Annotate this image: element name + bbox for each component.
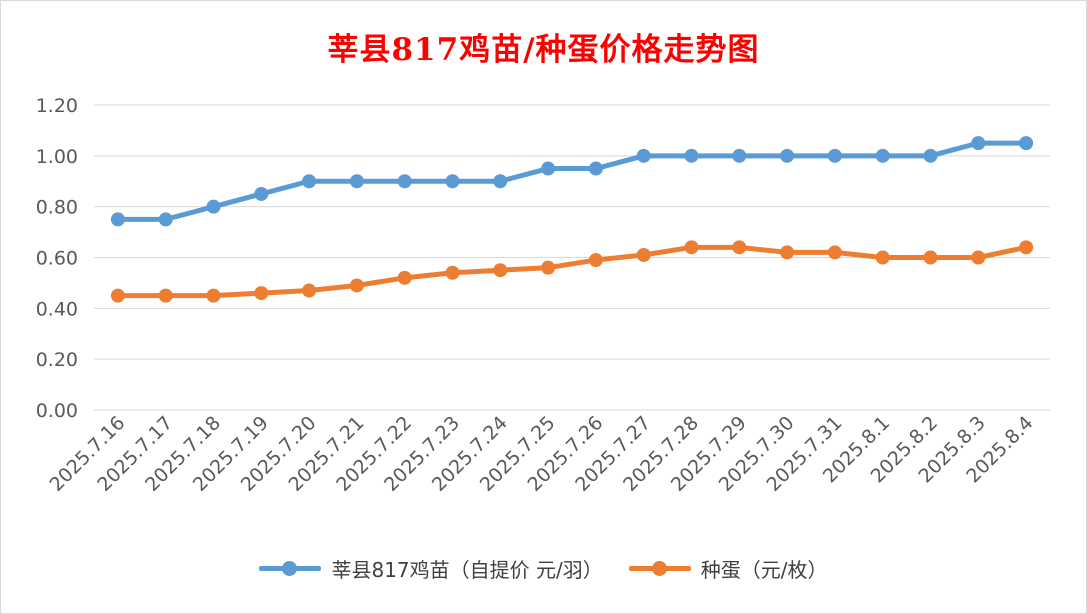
x-axis-ticks: 2025.7.162025.7.172025.7.182025.7.192025…	[45, 412, 1037, 496]
data-point	[349, 278, 364, 293]
y-tick-label: 0.60	[36, 248, 78, 270]
legend-label-egg: 种蛋（元/枚）	[700, 557, 828, 582]
legend-label-chick: 莘县817鸡苗（自提价 元/羽）	[331, 557, 603, 582]
data-point	[923, 250, 938, 265]
data-point	[110, 212, 125, 227]
legend-swatch-chick	[259, 558, 322, 578]
data-point	[445, 174, 460, 189]
data-point	[397, 174, 412, 189]
data-point	[158, 288, 173, 303]
data-point	[493, 174, 508, 189]
data-point	[302, 283, 317, 298]
data-point	[875, 148, 890, 163]
data-point	[780, 148, 795, 163]
y-tick-label: 0.80	[36, 197, 78, 219]
data-point	[732, 148, 747, 163]
data-point	[397, 270, 412, 285]
data-point	[541, 161, 556, 176]
data-point	[1019, 240, 1034, 255]
data-point	[254, 186, 269, 201]
data-point	[827, 245, 842, 260]
data-point	[971, 250, 986, 265]
data-point	[732, 240, 747, 255]
data-point	[349, 174, 364, 189]
data-point	[875, 250, 890, 265]
data-point	[445, 265, 460, 280]
data-point	[588, 161, 603, 176]
legend-item-chick: 莘县817鸡苗（自提价 元/羽）	[259, 554, 603, 583]
data-point	[780, 245, 795, 260]
data-point	[158, 212, 173, 227]
data-point	[827, 148, 842, 163]
y-tick-label: 0.00	[36, 400, 78, 422]
data-point	[636, 148, 651, 163]
legend: 莘县817鸡苗（自提价 元/羽） 种蛋（元/枚）	[0, 553, 1087, 583]
series-lines	[110, 136, 1034, 303]
data-point	[493, 263, 508, 278]
data-point	[971, 136, 986, 151]
series-line-0	[115, 140, 1029, 222]
data-point	[636, 247, 651, 262]
data-point	[206, 288, 221, 303]
y-tick-label: 1.20	[36, 95, 78, 117]
data-point	[588, 253, 603, 268]
chart-title: 莘县817鸡苗/种蛋价格走势图	[327, 32, 760, 68]
data-point	[541, 260, 556, 275]
y-tick-label: 1.00	[36, 146, 78, 168]
data-point	[254, 286, 269, 301]
series-line-1	[115, 244, 1029, 299]
legend-item-egg: 种蛋（元/枚）	[628, 554, 828, 583]
data-point	[684, 148, 699, 163]
data-point	[302, 174, 317, 189]
data-point	[206, 199, 221, 214]
y-axis-ticks: 0.00 0.20 0.40 0.60 0.80 1.00 1.20	[36, 95, 78, 422]
data-point	[923, 148, 938, 163]
legend-swatch-egg	[628, 558, 691, 578]
y-tick-label: 0.40	[36, 298, 78, 320]
data-point	[1019, 136, 1034, 151]
data-point	[110, 288, 125, 303]
data-point	[684, 240, 699, 255]
y-tick-label: 0.20	[36, 349, 78, 371]
